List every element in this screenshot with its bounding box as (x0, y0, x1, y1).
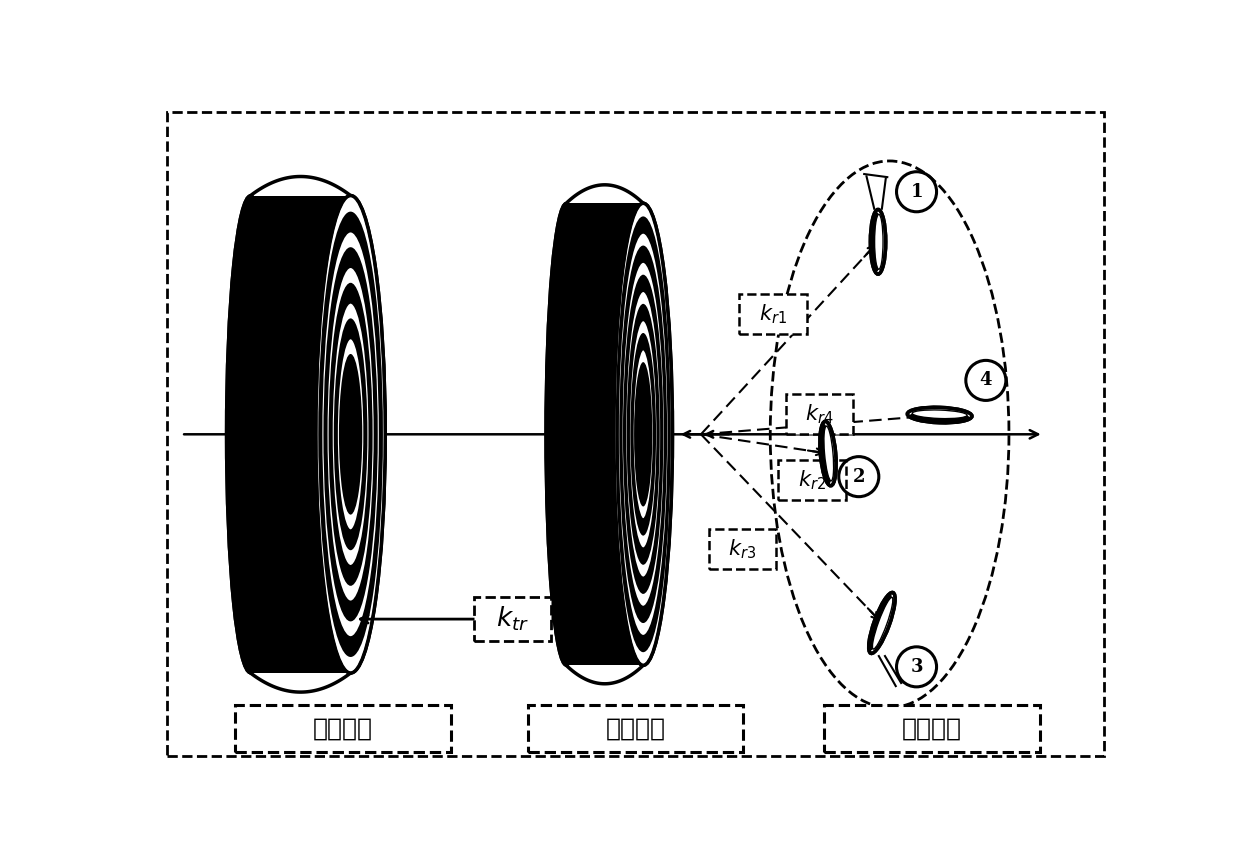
Ellipse shape (625, 291, 661, 578)
Ellipse shape (913, 410, 967, 419)
Ellipse shape (319, 212, 383, 657)
Ellipse shape (873, 598, 893, 649)
Bar (739, 294, 807, 335)
Text: $k_{r1}$: $k_{r1}$ (759, 303, 787, 326)
Ellipse shape (629, 320, 657, 549)
Text: $k_{tr}$: $k_{tr}$ (496, 605, 528, 633)
Ellipse shape (910, 412, 970, 423)
Ellipse shape (632, 349, 653, 519)
Ellipse shape (316, 195, 386, 673)
Text: 4: 4 (980, 372, 992, 390)
Ellipse shape (324, 247, 378, 622)
Ellipse shape (626, 304, 660, 565)
Ellipse shape (622, 274, 663, 594)
Ellipse shape (619, 246, 667, 623)
Ellipse shape (820, 424, 832, 483)
Ellipse shape (339, 354, 362, 514)
Ellipse shape (546, 203, 587, 666)
Text: $k_{r3}$: $k_{r3}$ (728, 538, 756, 561)
Ellipse shape (874, 214, 883, 269)
Ellipse shape (615, 217, 671, 652)
Polygon shape (250, 195, 351, 673)
Bar (786, 394, 853, 434)
Ellipse shape (823, 426, 833, 481)
Bar (528, 705, 743, 752)
Ellipse shape (870, 212, 882, 272)
Ellipse shape (226, 195, 275, 673)
Bar (708, 529, 776, 569)
Ellipse shape (336, 338, 365, 531)
Polygon shape (567, 203, 644, 666)
Ellipse shape (326, 267, 374, 602)
Bar (777, 460, 846, 500)
Bar (236, 705, 450, 752)
Ellipse shape (331, 303, 370, 566)
Ellipse shape (634, 362, 652, 507)
Ellipse shape (329, 283, 372, 586)
Text: 1: 1 (910, 183, 923, 200)
Text: 负载线圈: 负载线圈 (901, 716, 962, 740)
Ellipse shape (316, 195, 386, 673)
Text: 2: 2 (853, 468, 866, 486)
Text: 中继线圈: 中继线圈 (605, 716, 666, 740)
Text: $k_{r4}$: $k_{r4}$ (805, 402, 833, 426)
Ellipse shape (621, 261, 665, 607)
Ellipse shape (321, 231, 381, 637)
Text: 发射线圈: 发射线圈 (312, 716, 373, 740)
Ellipse shape (334, 318, 367, 550)
Ellipse shape (614, 203, 672, 666)
Ellipse shape (618, 232, 668, 636)
Bar (825, 705, 1040, 752)
Ellipse shape (614, 203, 672, 666)
Text: $k_{r2}$: $k_{r2}$ (797, 468, 826, 492)
Text: 3: 3 (910, 658, 923, 676)
Bar (474, 597, 551, 642)
Ellipse shape (868, 594, 892, 650)
Ellipse shape (630, 333, 656, 536)
